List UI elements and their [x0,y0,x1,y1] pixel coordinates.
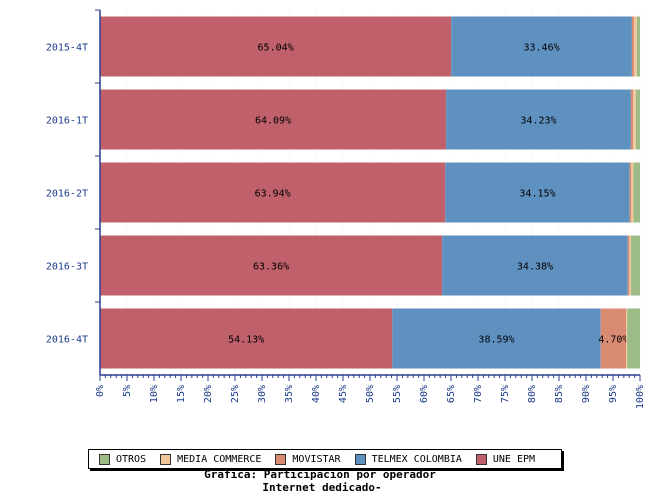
legend-item: OTROS [99,453,147,465]
legend-label: OTROS [116,453,147,465]
x-tick-label: 50% [365,385,376,403]
data-label: 38.59% [478,335,514,346]
legend-item: TELMEX COLOMBIA [354,453,462,465]
bar-movistar-2016-3T [627,235,630,296]
x-tick-label: 100% [635,385,646,409]
bar-otros-2016-4T [627,308,640,369]
bar-otros-2016-1T [635,89,640,150]
x-tick-label: 15% [176,385,187,403]
legend-swatch [275,453,287,465]
chart-title: Grafica: Participacion por operador [204,468,436,481]
bar-telmex-colombia-2015-4T [451,16,632,77]
legend-swatch [354,453,366,465]
bar-une-epm-2016-3T [100,235,443,296]
legend-label: UNE EPM [492,453,536,465]
data-label: 34.38% [517,262,553,273]
bar-media-commerce-2016-1T [633,89,636,150]
data-label: 63.94% [255,189,291,200]
bar-otros-2016-2T [633,162,640,223]
legend-label: MOVISTAR [292,453,341,465]
x-tick-label: 85% [554,385,565,403]
x-tick-label: 70% [473,385,484,403]
chart-subtitle: Internet dedicado- [262,481,382,494]
y-tick-label: 2016-4T [46,335,88,346]
bar-une-epm-2016-4T [100,308,393,369]
y-tick-label: 2016-3T [46,262,88,273]
x-tick-label: 25% [230,385,241,403]
x-tick-label: 5% [122,385,133,397]
x-tick-label: 95% [608,385,619,403]
stacked-bar-chart: 65.04% 33.46% 2015-4T 64.09% 34.23% 2016-1T 63… [46,9,646,409]
x-tick-label: 40% [311,385,322,403]
y-tick-label: 2016-1T [46,116,88,127]
bar-otros-2015-4T [636,16,640,77]
bar-media-commerce-2016-2T [631,162,634,223]
chart-legend: OTROS MEDIA COMMERCE MOVISTAR TELMEX COLOMB… [88,449,562,469]
legend-item: MOVISTAR [275,453,341,465]
data-label: 54.13% [228,335,264,346]
data-label: 65.04% [258,43,294,54]
bar-media-commerce-2016-4T [626,308,628,369]
x-tick-label: 80% [527,385,538,403]
bar-otros-2016-3T [631,235,640,296]
y-tick-label: 2016-2T [46,189,88,200]
data-label: 4.70% [598,335,628,346]
x-tick-label: 35% [284,385,295,403]
bar-telmex-colombia-2016-4T [392,308,601,369]
bar-telmex-colombia-2016-1T [446,89,631,150]
legend-label: MEDIA COMMERCE [177,453,262,465]
legend-swatch [475,453,487,465]
x-tick-label: 55% [392,385,403,403]
bar-telmex-colombia-2016-3T [442,235,628,296]
x-tick-label: 65% [446,385,457,403]
data-label: 64.09% [255,116,291,127]
x-tick-label: 60% [419,385,430,403]
x-tick-label: 30% [257,385,268,403]
x-tick-label: 20% [203,385,214,403]
bar-une-epm-2016-2T [100,162,446,223]
bar-media-commerce-2016-3T [629,235,632,296]
legend-label: TELMEX COLOMBIA [371,453,462,465]
bar-movistar-2016-4T [600,308,627,369]
data-label: 34.15% [519,189,555,200]
bar-movistar-2015-4T [631,16,635,77]
bar-media-commerce-2015-4T [634,16,637,77]
x-tick-label: 90% [581,385,592,403]
bar-une-epm-2015-4T [100,16,452,77]
legend-swatch [99,453,110,465]
legend-item: UNE EPM [475,453,536,465]
x-tick-label: 45% [338,385,349,403]
bar-movistar-2016-2T [629,162,632,223]
legend-item: MEDIA COMMERCE [160,453,262,465]
bar-movistar-2016-1T [630,89,634,150]
data-label: 34.23% [520,116,556,127]
bar-une-epm-2016-1T [100,89,447,150]
x-tick-label: 10% [149,385,160,403]
x-tick-label: 75% [500,385,511,403]
bar-telmex-colombia-2016-2T [445,162,630,223]
y-tick-label: 2015-4T [46,43,88,54]
data-label: 63.36% [253,262,289,273]
legend-swatch [160,453,172,465]
x-tick-label: 0% [95,385,106,397]
data-label: 33.46% [523,43,559,54]
